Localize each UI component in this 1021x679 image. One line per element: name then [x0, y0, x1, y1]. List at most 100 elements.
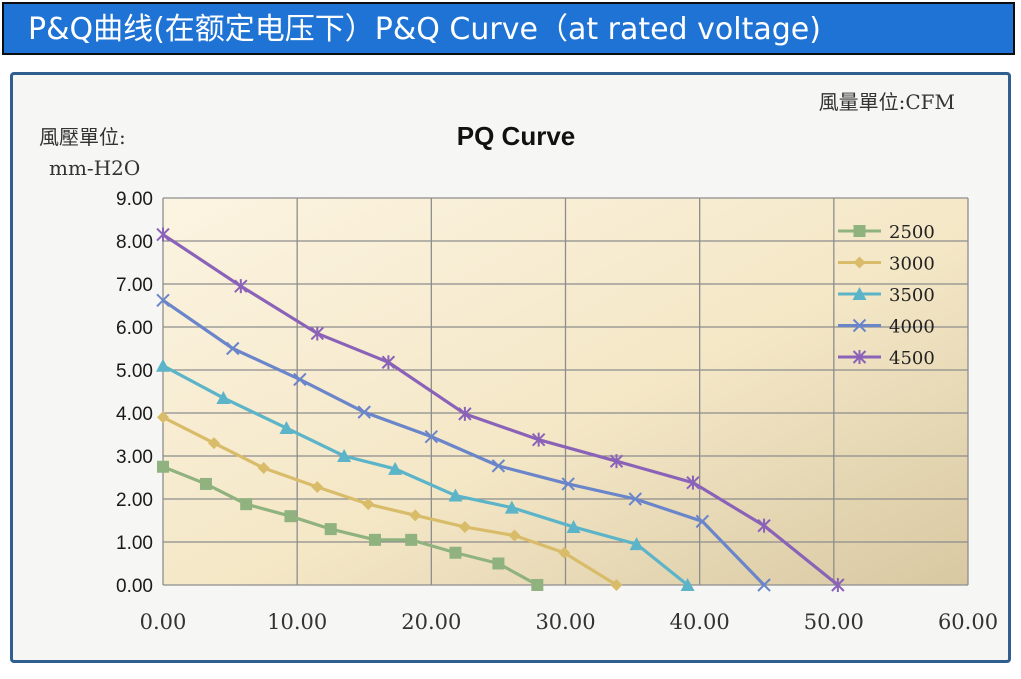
data-point-4500	[310, 326, 324, 341]
tick-labels: 0.00 10.00 20.00 30.00 40.00 50.00 60.00 0.00 1.…	[116, 189, 998, 634]
data-point-4000	[628, 492, 642, 506]
data-point-3000	[207, 437, 220, 450]
data-point-3000	[458, 520, 471, 533]
x-tick-label: 60.00	[938, 610, 998, 634]
data-point-4500	[234, 279, 248, 294]
y-tick-label: 9.00	[116, 189, 153, 210]
data-point-2500	[324, 523, 337, 536]
y-tick-label: 1.00	[116, 533, 153, 554]
y-tick-label: 6.00	[116, 318, 153, 339]
legend-label: 3000	[889, 254, 935, 275]
data-point-2500	[449, 546, 462, 559]
data-point-4000	[226, 341, 240, 356]
series-3000	[157, 411, 623, 591]
data-point-3500	[388, 461, 403, 475]
x-tick-label: 20.00	[401, 610, 461, 634]
data-point-4500	[757, 518, 771, 533]
header-bar: P&Q曲线(在额定电压下）P&Q Curve（at rated voltage)	[2, 2, 1015, 55]
data-point-4000	[757, 578, 771, 592]
series-4500	[156, 227, 845, 592]
data-point-4500	[686, 475, 700, 490]
series-line-3500	[162, 364, 689, 587]
legend-item-4500: 4500	[838, 348, 935, 369]
data-point-4000	[156, 293, 170, 308]
grid-lines	[162, 197, 969, 586]
data-point-3500	[629, 537, 644, 551]
legend-marker	[852, 350, 867, 364]
data-point-4000	[357, 405, 371, 419]
data-point-3000	[508, 529, 521, 542]
y-axis-label-line1: 風壓單位:	[39, 125, 126, 149]
data-point-3000	[157, 411, 169, 424]
data-point-4000	[695, 514, 710, 529]
legend-label: 2500	[889, 222, 935, 243]
x-axis-unit-label: 風量單位:CFM	[819, 90, 955, 114]
x-tick-label: 10.00	[267, 610, 327, 634]
data-point-2500	[368, 533, 381, 546]
data-point-3000	[362, 498, 375, 511]
legend-marker	[852, 318, 867, 333]
x-tick-label: 0.00	[140, 610, 187, 634]
x-tick-label: 40.00	[670, 610, 730, 634]
data-point-4500	[381, 355, 396, 370]
y-tick-label: 0.00	[116, 576, 153, 597]
series-2500	[157, 460, 544, 591]
y-axis-label-line2: mm-H2O	[49, 156, 140, 180]
pq-curve-chart: 0.00 10.00 20.00 30.00 40.00 50.00 60.00 0.00 1.…	[39, 90, 998, 634]
series-layer	[156, 227, 845, 592]
legend-label: 4500	[889, 348, 935, 369]
data-point-4500	[609, 454, 624, 469]
legend-label: 4000	[889, 317, 935, 338]
data-point-4000	[293, 372, 307, 387]
data-point-3500	[680, 578, 695, 591]
y-tick-label: 3.00	[116, 447, 153, 468]
x-tick-label: 30.00	[535, 610, 595, 634]
data-point-4000	[424, 429, 439, 444]
legend-item-3500: 3500	[838, 285, 935, 306]
series-line-2500	[162, 465, 539, 587]
legend-item-3000: 3000	[838, 254, 935, 275]
legend-item-2500: 2500	[838, 222, 935, 243]
data-point-3500	[216, 390, 231, 404]
legend-label: 3500	[889, 285, 935, 306]
legend-marker	[852, 287, 867, 300]
data-point-3500	[504, 500, 519, 514]
chart-title: PQ Curve	[457, 121, 576, 151]
x-tick-label: 50.00	[804, 610, 864, 634]
legend-marker	[853, 256, 866, 269]
data-point-3000	[558, 546, 571, 559]
data-point-3500	[156, 358, 170, 372]
data-point-3000	[257, 462, 270, 475]
data-point-4000	[491, 459, 506, 473]
y-tick-label: 4.00	[116, 404, 153, 425]
chart-frame: 0.00 10.00 20.00 30.00 40.00 50.00 60.00 0.00 1.…	[10, 72, 1011, 663]
series-4000	[156, 293, 771, 592]
series-line-4500	[162, 233, 839, 587]
data-point-4500	[531, 432, 546, 447]
data-point-4500	[156, 227, 170, 242]
data-point-4000	[561, 477, 575, 491]
data-point-3500	[448, 488, 463, 502]
series-line-4000	[162, 299, 766, 587]
data-point-4500	[458, 406, 472, 421]
y-tick-label: 2.00	[116, 490, 153, 511]
data-point-2500	[405, 533, 418, 546]
data-point-3500	[337, 449, 352, 462]
data-point-2500	[531, 579, 544, 591]
legend-marker	[853, 225, 866, 237]
data-point-2500	[284, 510, 297, 523]
legend-item-4000: 4000	[838, 317, 935, 338]
y-tick-label: 8.00	[116, 232, 153, 253]
data-point-2500	[157, 460, 169, 473]
data-point-3500	[279, 421, 294, 435]
data-point-4500	[831, 578, 845, 592]
data-point-3500	[566, 519, 581, 533]
series-line-3000	[162, 415, 618, 587]
data-point-2500	[240, 498, 253, 511]
data-point-2500	[492, 557, 505, 570]
data-point-2500	[199, 477, 212, 490]
y-tick-label: 7.00	[116, 275, 153, 296]
y-tick-label: 5.00	[116, 361, 153, 382]
legend: 2500 3000 3500 4000 4500	[838, 222, 935, 369]
page-title: P&Q曲线(在额定电压下）P&Q Curve（at rated voltage)	[28, 12, 821, 47]
